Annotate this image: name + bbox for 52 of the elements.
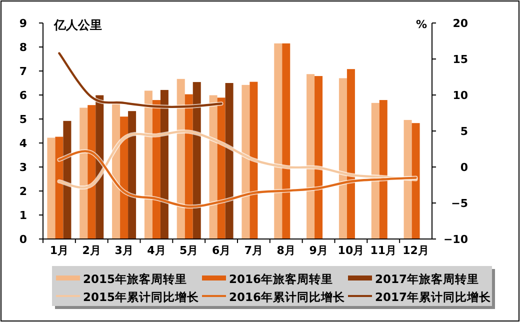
y-tick-label: 0 [19, 233, 28, 246]
x-tick-label: 12月 [402, 244, 429, 257]
y-tick-label: 4 [19, 137, 28, 150]
y2-tick-label: −10 [443, 233, 468, 246]
x-tick-label: 1月 [50, 244, 69, 257]
y-tick-label: 3 [19, 161, 27, 174]
bar [225, 83, 234, 239]
y-tick-label: 7 [19, 65, 27, 78]
y2-tick-label: 5 [460, 125, 468, 138]
bar [404, 120, 412, 239]
y-tick-label: 6 [19, 89, 28, 102]
x-tick-label: 4月 [147, 244, 166, 257]
legend-label: 2016年累计同比增长 [229, 290, 346, 304]
bar [242, 84, 250, 239]
x-tick-label: 7月 [244, 244, 264, 257]
y-tick-label: 1 [19, 209, 27, 222]
bar [80, 108, 88, 239]
y2-tick-label: 0 [460, 161, 468, 174]
x-tick-label: 11月 [370, 244, 397, 257]
y2-tick-label: 20 [452, 17, 468, 30]
y2-axis-title: % [416, 18, 427, 31]
bar [128, 111, 136, 239]
bar [63, 120, 72, 239]
legend-label: 2017年累计同比增长 [375, 290, 492, 304]
legend-label: 2016年旅客周转里 [229, 272, 334, 286]
y-tick-label: 9 [19, 17, 27, 30]
x-tick-label: 10月 [338, 244, 364, 257]
y2-tick-label: 10 [452, 89, 468, 102]
y2-tick-label: 15 [452, 53, 468, 66]
bar [47, 138, 56, 239]
bar [306, 74, 315, 239]
bar [176, 78, 185, 239]
legend-label: 2015年累计同比增长 [83, 290, 200, 304]
bar [274, 43, 282, 239]
x-tick-label: 8月 [276, 244, 296, 257]
legend-label: 2015年旅客周转里 [83, 272, 188, 286]
x-tick-label: 9月 [309, 244, 328, 257]
bar [338, 78, 347, 239]
y-tick-label: 5 [19, 113, 27, 126]
bar [144, 90, 152, 239]
x-tick-label: 2月 [82, 244, 101, 257]
y2-tick-label: −5 [451, 197, 468, 210]
x-tick-label: 6月 [212, 244, 231, 257]
line-series [57, 51, 224, 109]
y-axis-title: 亿人公里 [53, 18, 102, 32]
y-tick-label: 2 [19, 185, 27, 198]
bar [371, 102, 380, 239]
x-tick-label: 5月 [180, 244, 198, 257]
bar [209, 95, 218, 239]
y-tick-label: 8 [19, 41, 27, 54]
x-tick-label: 3月 [114, 244, 134, 257]
legend-label: 2017年旅客周转里 [375, 272, 480, 286]
